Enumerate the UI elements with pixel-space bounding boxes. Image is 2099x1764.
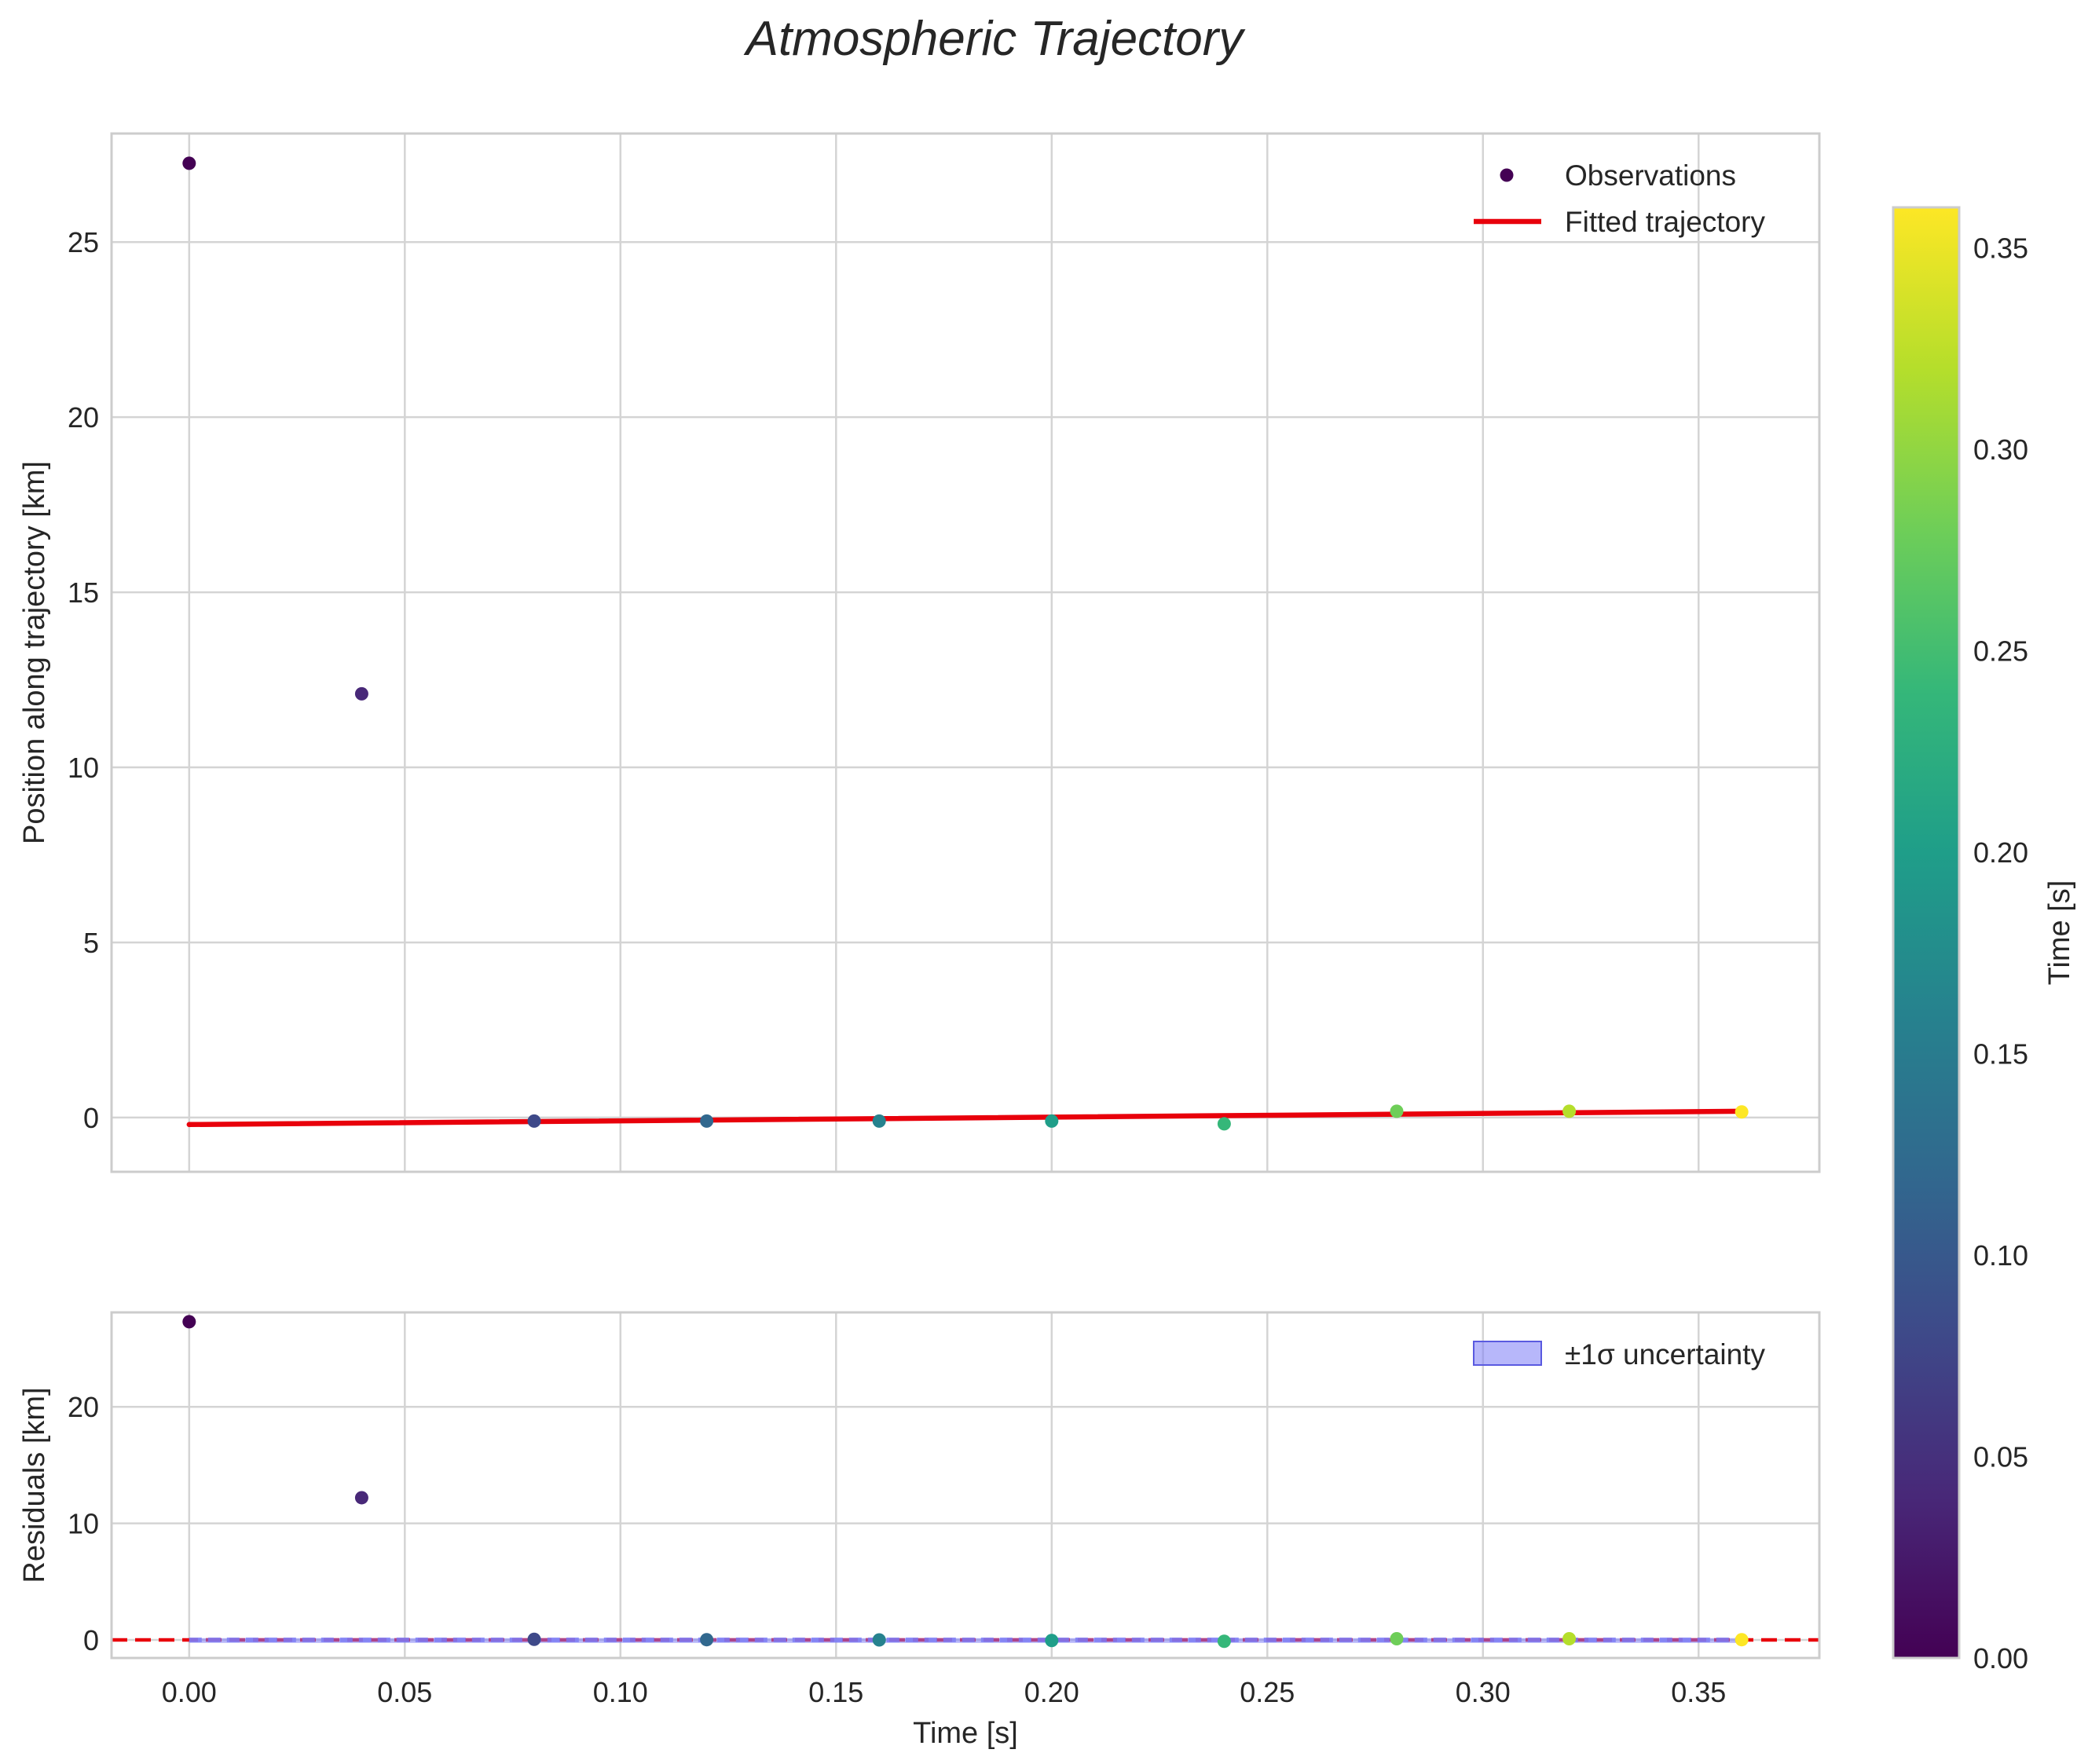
data-point — [1735, 1633, 1749, 1647]
x-axis-label: Time [s] — [913, 1717, 1018, 1750]
legend-marker-observations — [1500, 168, 1514, 182]
colorbar-tick-label: 0.25 — [1973, 635, 2028, 667]
data-point — [872, 1633, 886, 1647]
x-tick-label: 0.10 — [593, 1676, 648, 1708]
colorbar-label: Time [s] — [2043, 880, 2076, 986]
colorbar-tick-label: 0.05 — [1973, 1440, 2028, 1473]
colorbar-tick-label: 0.15 — [1973, 1038, 2028, 1070]
data-point — [1735, 1105, 1749, 1119]
y-axis-label: Residuals [km] — [18, 1387, 51, 1583]
colorbar-tick-label: 0.10 — [1973, 1239, 2028, 1272]
data-point — [700, 1633, 714, 1647]
y-tick-label: 15 — [68, 576, 99, 609]
fitted-trajectory-line — [186, 1108, 1745, 1128]
chart-title: Atmospheric Trajectory — [743, 12, 1247, 66]
data-point — [527, 1632, 541, 1646]
data-point — [354, 686, 368, 701]
legend-marker-band — [1473, 1341, 1542, 1366]
legend-label-observations: Observations — [1565, 159, 1736, 192]
data-point — [1045, 1114, 1059, 1128]
axes-frame — [110, 132, 1821, 1173]
colorbar-frame — [1892, 206, 1961, 1660]
y-tick-label: 20 — [68, 1391, 99, 1423]
y-tick-label: 10 — [68, 752, 99, 784]
data-point — [182, 1315, 196, 1329]
y-tick-label: 25 — [68, 226, 99, 258]
y-tick-label: 10 — [68, 1508, 99, 1540]
x-tick-label: 0.35 — [1671, 1676, 1726, 1708]
data-point — [1045, 1634, 1059, 1648]
colorbar-tick-label: 0.00 — [1973, 1642, 2028, 1674]
y-tick-label: 0 — [83, 1624, 99, 1656]
data-point — [354, 1491, 368, 1505]
y-axis-label: Position along trajectory [km] — [18, 461, 51, 844]
data-point — [1217, 1117, 1231, 1131]
x-tick-label: 0.05 — [377, 1676, 432, 1708]
y-tick-label: 5 — [83, 927, 99, 959]
x-tick-label: 0.00 — [162, 1676, 217, 1708]
data-point — [1217, 1634, 1231, 1649]
data-point — [1390, 1632, 1404, 1646]
x-tick-label: 0.25 — [1240, 1676, 1295, 1708]
legend-label-fit: Fitted trajectory — [1565, 206, 1765, 238]
colorbar-gradient — [1893, 207, 1959, 1658]
colorbar-tick-label: 0.30 — [1973, 434, 2028, 466]
data-point — [1562, 1104, 1577, 1118]
x-tick-label: 0.20 — [1024, 1676, 1079, 1708]
data-point — [700, 1114, 714, 1128]
residuals-panel: 0 10 20 0.00 0.05 0.10 0.15 0.20 0.25 0.30 0.35 Res… — [18, 1311, 1821, 1750]
x-tick-label: 0.30 — [1456, 1676, 1511, 1708]
x-tick-label: 0.15 — [808, 1676, 863, 1708]
colorbar-tick-label: 0.20 — [1973, 836, 2028, 869]
y-tick-label: 0 — [83, 1102, 99, 1134]
data-point — [182, 156, 196, 170]
colorbar-tick-label: 0.35 — [1973, 232, 2028, 264]
plot-area — [112, 1315, 1819, 1649]
data-point — [1390, 1104, 1404, 1118]
legend-label-band: ±1σ uncertainty — [1565, 1338, 1765, 1371]
y-tick-label: 20 — [68, 401, 99, 434]
axes-frame — [110, 1311, 1821, 1660]
data-point — [1562, 1632, 1577, 1646]
data-point — [527, 1114, 541, 1128]
colorbar: 0.00 0.05 0.10 0.15 0.20 0.25 0.30 0.35 Time [s] — [1892, 206, 2076, 1674]
data-point — [872, 1114, 886, 1128]
main-panel: 0 5 10 15 20 25 Position along trajectory [km]… — [18, 132, 1821, 1173]
plot-area — [182, 156, 1749, 1131]
